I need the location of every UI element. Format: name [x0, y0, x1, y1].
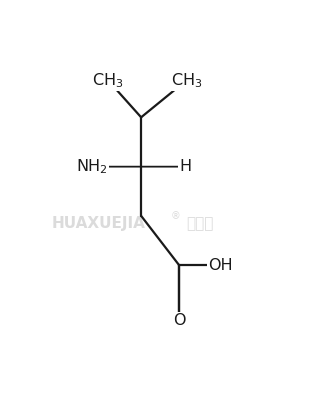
Text: 化学加: 化学加	[186, 216, 214, 231]
Text: OH: OH	[209, 258, 233, 273]
Text: H: H	[179, 159, 191, 174]
Text: O: O	[173, 313, 185, 328]
Text: CH$_3$: CH$_3$	[92, 71, 124, 90]
Text: HUAXUEJIA: HUAXUEJIA	[52, 216, 146, 231]
Text: ®: ®	[171, 211, 180, 221]
Text: NH$_2$: NH$_2$	[76, 157, 108, 176]
Text: CH$_3$: CH$_3$	[171, 71, 202, 90]
